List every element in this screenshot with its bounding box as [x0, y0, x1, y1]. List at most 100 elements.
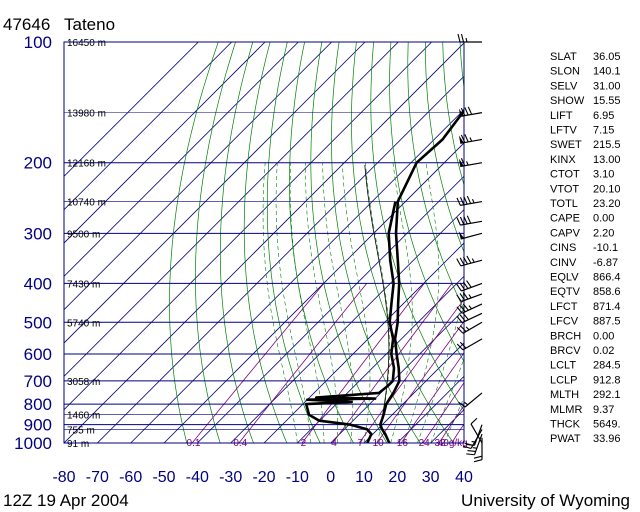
- index-value-capv: 2.20: [593, 227, 614, 239]
- wind-barb: [458, 231, 483, 240]
- index-value-cins: -10.1: [593, 242, 618, 254]
- temperature-tick-label: -40: [186, 469, 209, 486]
- index-value-lfcv: 887.5: [593, 316, 621, 328]
- data-source: University of Wyoming: [461, 491, 630, 510]
- index-name-swet: SWET: [550, 139, 582, 151]
- wind-barb: [456, 303, 483, 314]
- index-value-eqlv: 866.4: [593, 272, 621, 284]
- wind-barb: [473, 437, 483, 463]
- temperature-tick-label: -20: [252, 469, 275, 486]
- pressure-tick-label: 700: [24, 372, 52, 391]
- observation-time: 12Z 19 Apr 2004: [3, 491, 129, 510]
- wind-barb: [456, 215, 483, 226]
- index-value-lift: 6.95: [593, 110, 614, 122]
- wind-barb: [456, 312, 483, 324]
- dry-adiabat: [407, 42, 464, 311]
- wind-barb: [456, 255, 483, 267]
- dry-adiabat: [169, 42, 219, 443]
- dry-adiabat: [633, 42, 640, 443]
- stability-indices-table: SLAT 36.05 SLON 140.1 SELV 31.00 SHOW 15.55 LIFT…: [550, 51, 621, 445]
- height-label: 13980 m: [67, 109, 106, 120]
- profiles: [304, 108, 464, 443]
- wind-barb: [456, 291, 483, 303]
- isotherm: [64, 42, 232, 211]
- index-name-show: SHOW: [550, 95, 585, 107]
- height-label: 7430 m: [67, 279, 100, 290]
- plot-frame: [63, 41, 465, 444]
- index-value-brcv: 0.02: [593, 345, 614, 357]
- index-value-mlth: 292.1: [593, 389, 621, 401]
- index-name-lfct: LFCT: [550, 301, 578, 313]
- height-label: 16450 m: [67, 38, 106, 49]
- index-value-brch: 0.00: [593, 330, 614, 342]
- index-name-mlmr: MLMR: [550, 404, 582, 416]
- isotherm: [230, 209, 464, 443]
- wind-barb: [456, 195, 483, 206]
- index-name-lclt: LCLT: [550, 360, 576, 372]
- index-name-cins: CINS: [550, 242, 576, 254]
- pressure-tick-label: 300: [24, 224, 52, 243]
- temperature-tick-label: -60: [119, 469, 142, 486]
- moist-adiabat: [262, 162, 298, 443]
- isotherm: [263, 242, 464, 443]
- height-label: 5740 m: [67, 318, 100, 329]
- index-value-lclt: 284.5: [593, 360, 621, 372]
- index-value-lftv: 7.15: [593, 125, 614, 137]
- temperature-tick-label: 10: [355, 469, 373, 486]
- temperature-tick-label: -30: [219, 469, 242, 486]
- parcel-path: [364, 165, 390, 443]
- index-value-slon: 140.1: [593, 66, 621, 78]
- index-value-vtot: 20.10: [593, 183, 621, 195]
- mixing-ratio-line: [438, 404, 464, 443]
- temperature-tick-label: 0: [326, 469, 335, 486]
- index-name-cinv: CINV: [550, 257, 577, 269]
- index-value-show: 15.55: [593, 95, 621, 107]
- index-name-lclp: LCLP: [550, 374, 578, 386]
- isotherm: [97, 75, 464, 443]
- index-name-capv: CAPV: [550, 227, 581, 239]
- pressure-tick-label: 1000: [14, 434, 52, 453]
- isotherm: [64, 42, 299, 277]
- height-label: 3058 m: [67, 377, 100, 388]
- moist-adiabat: [305, 162, 339, 443]
- wind-barbs: [456, 33, 483, 463]
- pressure-tick-label: 800: [24, 395, 52, 414]
- index-name-brch: BRCH: [550, 330, 581, 342]
- wind-barb: [462, 429, 483, 450]
- height-label: 9500 m: [67, 229, 100, 240]
- height-label: 1460 m: [67, 411, 100, 422]
- index-value-totl: 23.20: [593, 198, 621, 210]
- dry-adiabat: [289, 42, 354, 443]
- temperature-tick-label: -80: [52, 469, 75, 486]
- wind-barb: [466, 433, 483, 456]
- temperature-tick-label: -50: [152, 469, 175, 486]
- wind-barb: [457, 33, 482, 43]
- index-name-selv: SELV: [550, 80, 578, 92]
- isotherm: [64, 42, 366, 344]
- height-label: 91 m: [67, 439, 89, 450]
- index-value-kinx: 13.00: [593, 154, 621, 166]
- index-value-ctot: 3.10: [593, 169, 614, 181]
- index-name-cape: CAPE: [550, 213, 580, 225]
- isotherm: [130, 109, 464, 443]
- index-name-thck: THCK: [550, 419, 581, 431]
- pressure-tick-label: 100: [24, 33, 52, 52]
- temperature-tick-label: 40: [455, 469, 473, 486]
- pressure-tick-label: 600: [24, 345, 52, 364]
- index-value-selv: 31.00: [593, 80, 621, 92]
- station-name: Tateno: [64, 15, 115, 34]
- index-value-swet: 215.5: [593, 139, 621, 151]
- index-name-lift: LIFT: [550, 110, 573, 122]
- isotherm: [64, 42, 432, 411]
- temperature-tick-label: 20: [388, 469, 406, 486]
- index-name-pwat: PWAT: [550, 433, 581, 445]
- index-name-kinx: KINX: [550, 154, 576, 166]
- temperature-axis: -80 -70 -60 -50 -40 -30 -20 -10 0 10 20 30 40: [52, 469, 473, 486]
- index-value-lfct: 871.4: [593, 301, 621, 313]
- mixing-ratio-line: [451, 423, 464, 443]
- index-name-mlth: MLTH: [550, 389, 579, 401]
- wind-barb: [458, 134, 483, 144]
- index-name-ctot: CTOT: [550, 169, 580, 181]
- pressure-tick-label: 200: [24, 154, 52, 173]
